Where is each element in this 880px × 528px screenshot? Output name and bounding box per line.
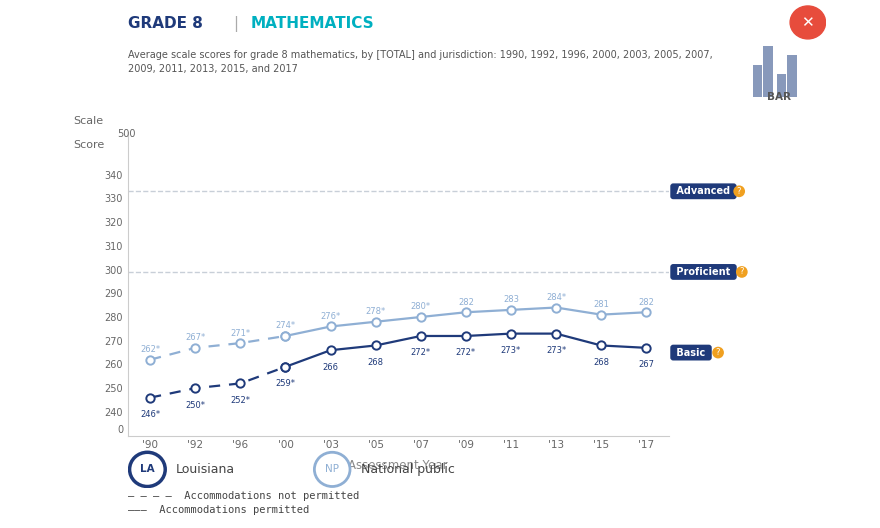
Text: 274*: 274* <box>275 322 296 331</box>
Text: Score: Score <box>74 140 105 150</box>
Text: ?: ? <box>715 348 720 357</box>
Text: 0: 0 <box>118 425 124 435</box>
Text: 282: 282 <box>458 298 473 307</box>
Text: 284*: 284* <box>546 293 566 302</box>
Text: 278*: 278* <box>365 307 385 316</box>
Text: LINE: LINE <box>701 89 729 99</box>
Text: 252*: 252* <box>231 396 250 405</box>
Text: Louisiana: Louisiana <box>176 464 235 476</box>
Text: 273*: 273* <box>546 346 566 355</box>
Text: 272*: 272* <box>411 348 431 357</box>
Text: 268: 268 <box>368 358 384 367</box>
Text: 281: 281 <box>593 300 609 309</box>
Bar <box>777 74 786 97</box>
Text: 282: 282 <box>638 298 654 307</box>
Text: GRADE 8: GRADE 8 <box>128 16 202 31</box>
Text: 272*: 272* <box>456 348 476 357</box>
Bar <box>788 55 796 97</box>
Text: ———  Accommodations permitted: ——— Accommodations permitted <box>128 505 309 514</box>
Text: NP: NP <box>326 465 339 474</box>
Text: BAR: BAR <box>766 92 791 102</box>
Bar <box>764 46 773 97</box>
Text: ?: ? <box>739 268 744 277</box>
Bar <box>753 65 762 97</box>
Text: LA: LA <box>140 465 155 474</box>
Text: 262*: 262* <box>140 345 160 354</box>
Text: 271*: 271* <box>231 328 251 337</box>
Text: ?: ? <box>715 348 721 357</box>
Text: 250*: 250* <box>186 401 205 410</box>
Text: 283: 283 <box>503 295 519 304</box>
Text: 280*: 280* <box>411 303 431 312</box>
Text: Average scale scores for grade 8 mathematics, by [TOTAL] and jurisdiction: 1990,: Average scale scores for grade 8 mathema… <box>128 50 712 74</box>
Circle shape <box>129 452 165 486</box>
Text: MATHEMATICS: MATHEMATICS <box>251 16 374 31</box>
Text: 259*: 259* <box>275 379 296 388</box>
Text: |: | <box>233 16 238 32</box>
Text: 276*: 276* <box>320 312 341 321</box>
Text: National public: National public <box>361 464 455 476</box>
Circle shape <box>790 6 825 39</box>
Text: 267: 267 <box>638 360 654 370</box>
Text: ?: ? <box>739 268 744 277</box>
Text: – – – –  Accommodations not permitted: – – – – Accommodations not permitted <box>128 492 359 501</box>
Text: 267*: 267* <box>185 333 205 342</box>
Text: ✕: ✕ <box>802 15 814 30</box>
Text: Advanced: Advanced <box>673 186 734 196</box>
X-axis label: Assessment Year: Assessment Year <box>348 459 448 472</box>
Text: Scale: Scale <box>74 116 104 126</box>
Text: ?: ? <box>737 187 741 196</box>
Circle shape <box>314 452 350 486</box>
Text: Basic: Basic <box>673 347 708 357</box>
Text: ?: ? <box>737 187 742 196</box>
Text: 246*: 246* <box>140 410 160 419</box>
Text: 266: 266 <box>323 363 339 372</box>
Text: 273*: 273* <box>501 346 521 355</box>
Text: Proficient: Proficient <box>673 267 734 277</box>
Text: 500: 500 <box>118 129 136 139</box>
Text: 268: 268 <box>593 358 609 367</box>
